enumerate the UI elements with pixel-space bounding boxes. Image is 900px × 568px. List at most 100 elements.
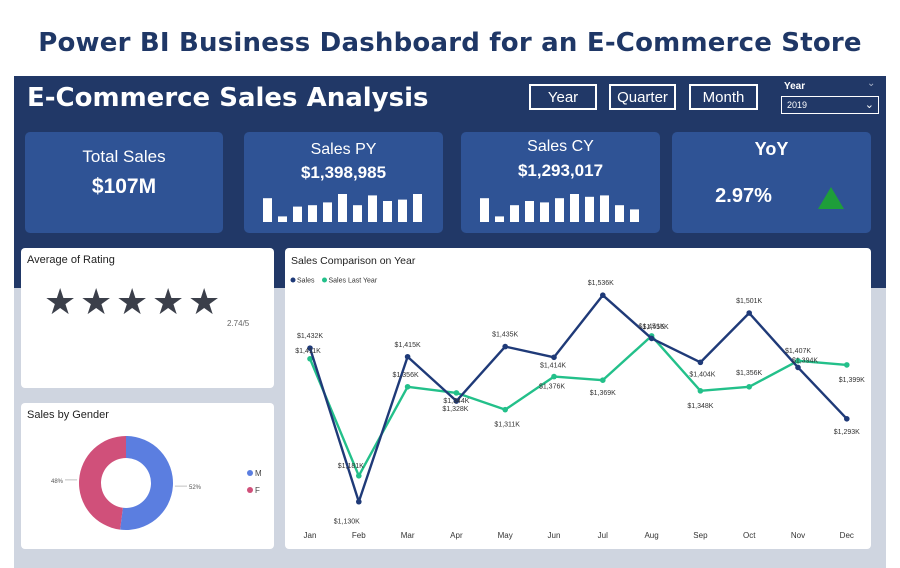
x-tick-label: Feb <box>352 531 366 540</box>
year-dropdown[interactable]: 2019 ⌄ <box>781 96 879 114</box>
data-label: $1,435K <box>492 332 518 339</box>
gender-card-title: Sales by Gender <box>27 409 109 421</box>
x-tick-label: Jun <box>548 531 561 540</box>
data-point[interactable] <box>307 345 313 351</box>
up-triangle-icon <box>818 187 844 209</box>
kpi-label: Sales PY <box>310 141 377 158</box>
data-point[interactable] <box>356 472 362 479</box>
x-tick-label: Aug <box>644 531 658 540</box>
data-point[interactable] <box>502 406 508 413</box>
chevron-down-icon: ⌄ <box>864 99 874 111</box>
spark-bar <box>525 201 534 222</box>
spark-bar <box>480 198 489 222</box>
x-tick-label: Jan <box>304 531 317 540</box>
kpi-label: YoY <box>754 139 789 159</box>
data-point[interactable] <box>307 355 313 362</box>
legend-label: F <box>255 486 260 495</box>
month-slicer-button[interactable]: Month <box>689 84 758 110</box>
data-point[interactable] <box>551 354 557 361</box>
data-label: $1,369K <box>590 390 616 397</box>
chevron-down-icon[interactable]: ⌄ <box>867 78 876 89</box>
data-point[interactable] <box>600 292 606 299</box>
data-point[interactable] <box>551 373 557 380</box>
data-label: $1,394K <box>792 357 818 364</box>
legend-dot <box>290 277 296 283</box>
x-tick-label: Jul <box>598 531 608 540</box>
legend-label: Sales Last Year <box>329 278 378 285</box>
spark-bar <box>308 205 317 222</box>
kpi-value: 2.97% <box>715 185 772 207</box>
series-line-1 <box>308 334 847 477</box>
kpi-total-sales[interactable]: Total Sales $107M <box>25 132 223 233</box>
sales-cy-sparkbars <box>478 192 641 222</box>
data-label: $1,407K <box>785 348 811 355</box>
spark-bar <box>540 202 549 222</box>
legend-dot <box>247 487 253 493</box>
spark-bar <box>353 205 362 222</box>
data-label: $1,311K <box>494 422 520 429</box>
rating-card: Average of Rating ★★★★★★★★★★ 2.74/5 <box>21 248 274 388</box>
data-label: $1,414K <box>540 362 566 369</box>
data-label: $1,328K <box>442 406 468 413</box>
year-slicer-button[interactable]: Year <box>529 84 597 110</box>
data-point[interactable] <box>404 383 411 390</box>
data-point[interactable] <box>502 343 508 350</box>
kpi-label: Sales CY <box>527 138 594 155</box>
data-point[interactable] <box>795 358 801 364</box>
x-tick-label: Sep <box>693 531 708 540</box>
data-label: $1,451K <box>639 323 665 330</box>
data-point[interactable] <box>697 388 704 394</box>
spark-bar <box>555 198 564 222</box>
x-tick-label: Nov <box>791 531 805 540</box>
data-label: $1,348K <box>687 403 713 410</box>
dashboard-title: E-Commerce Sales Analysis <box>27 83 429 113</box>
kpi-sales-py[interactable]: Sales PY $1,398,985 <box>244 132 443 233</box>
data-point[interactable] <box>648 335 655 342</box>
spark-bar <box>413 194 422 222</box>
data-label: $1,456K <box>643 324 669 331</box>
data-point[interactable] <box>795 364 801 371</box>
data-label: $1,404K <box>689 371 715 378</box>
sales-comparison-line-chart: Sales Comparison on Year Sales Sales Last … <box>290 255 865 540</box>
data-point[interactable] <box>453 390 460 396</box>
spark-bar <box>338 194 347 222</box>
data-label: $1,344K <box>443 398 469 405</box>
data-point[interactable] <box>746 383 752 390</box>
data-point[interactable] <box>404 353 411 360</box>
data-point[interactable] <box>746 310 752 316</box>
data-point[interactable] <box>697 359 704 366</box>
kpi-sales-cy[interactable]: Sales CY $1,293,017 <box>461 132 660 233</box>
kpi-yoy[interactable]: YoY 2.97% <box>672 132 871 233</box>
x-tick-label: Mar <box>401 531 415 540</box>
series-line-0 <box>308 294 848 503</box>
data-point[interactable] <box>600 377 606 383</box>
kpi-value: $107M <box>91 175 157 198</box>
data-point[interactable] <box>453 398 460 404</box>
spark-bar <box>615 205 624 222</box>
spark-bar <box>585 196 594 222</box>
data-label: $1,376K <box>539 384 565 391</box>
rating-value-text: 2.74/5 <box>227 319 250 328</box>
donut-slice-F[interactable] <box>79 436 126 530</box>
data-label: $1,293K <box>834 429 860 436</box>
spark-bar <box>383 201 392 222</box>
year-filter-label: Year <box>784 81 806 92</box>
legend-label: Sales <box>297 278 315 285</box>
rating-card-title: Average of Rating <box>27 254 115 266</box>
quarter-slicer-button[interactable]: Quarter <box>609 84 676 110</box>
x-tick-label: Dec <box>840 531 854 540</box>
data-label: $1,399K <box>839 377 865 384</box>
spark-bar <box>600 195 609 222</box>
legend-label: M <box>255 469 262 478</box>
kpi-value: $1,398,985 <box>300 163 387 182</box>
data-point[interactable] <box>844 416 850 422</box>
donut-slice-M[interactable] <box>120 436 174 530</box>
gender-donut-chart: 52% 48% MF <box>51 436 262 530</box>
spark-bar <box>630 209 639 222</box>
data-point[interactable] <box>356 498 362 505</box>
data-point[interactable] <box>844 362 850 368</box>
spark-bar <box>263 198 272 222</box>
data-label: $1,501K <box>736 298 762 305</box>
spark-bar <box>368 195 377 222</box>
spark-bar <box>570 194 579 222</box>
